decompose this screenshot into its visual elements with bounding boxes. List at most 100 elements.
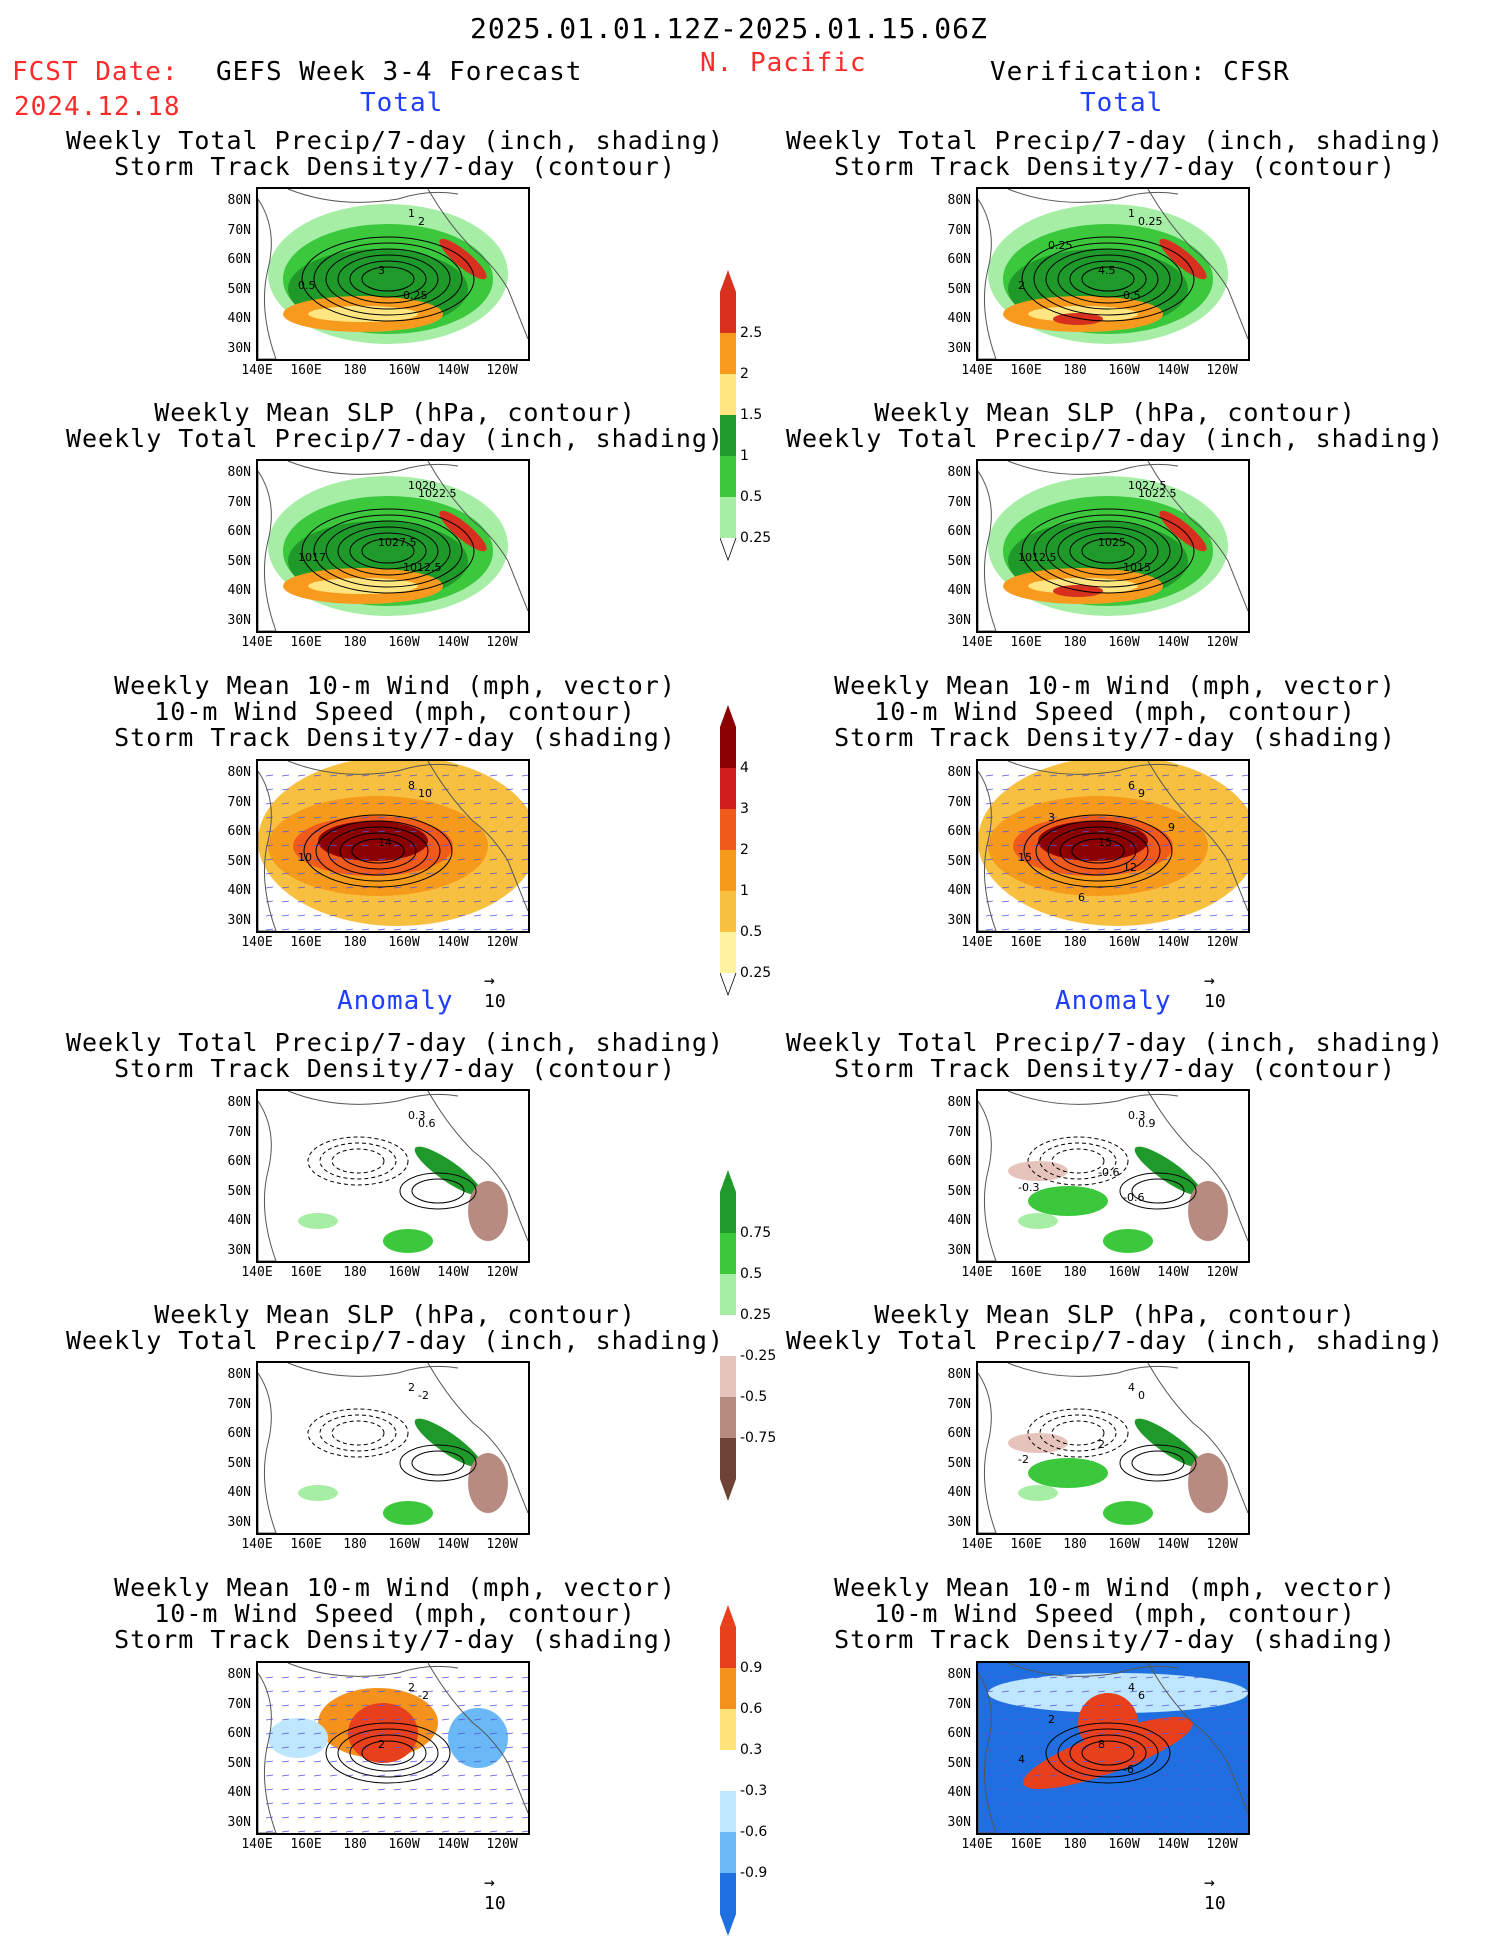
wind-vector — [1177, 1830, 1186, 1833]
wind-vector — [377, 1732, 386, 1735]
wind-vector — [425, 1802, 434, 1805]
section-total-left: Total — [360, 88, 444, 118]
wind-vector — [441, 1690, 450, 1693]
contour-label: 6 — [1138, 1689, 1145, 1702]
wind-vector — [1193, 1746, 1202, 1749]
wind-vector — [457, 1690, 466, 1693]
wind-vector — [1129, 1718, 1138, 1721]
wind-vector — [1177, 1718, 1186, 1721]
wind-vector — [1113, 886, 1122, 889]
wind-vector — [297, 1732, 306, 1735]
wind-vector — [1129, 1774, 1138, 1777]
wind-vector — [393, 1760, 402, 1763]
wind-vector — [457, 1718, 466, 1721]
wind-vector — [297, 1690, 306, 1693]
wind-vector — [281, 802, 290, 805]
wind-vector — [1017, 830, 1026, 833]
wind-vector — [1033, 900, 1042, 903]
wind-vector — [1065, 1816, 1074, 1819]
contour-line — [313, 514, 463, 588]
wind-vector — [1225, 872, 1234, 875]
lon-tick-label: 140E — [961, 1837, 993, 1852]
wind-vector — [1017, 1830, 1026, 1833]
lon-tick-label: 180 — [1063, 1537, 1087, 1552]
wind-vector — [377, 1676, 386, 1679]
wind-vector — [1033, 1746, 1042, 1749]
wind-vector — [1001, 1802, 1010, 1805]
wind-vector — [297, 1746, 306, 1749]
wind-vector — [1065, 1718, 1074, 1721]
wind-vector — [1209, 1816, 1218, 1819]
wind-vector — [1145, 1788, 1154, 1791]
anom-shade-dry-east — [1188, 1181, 1228, 1241]
wind-vector — [1225, 816, 1234, 819]
wind-vector — [521, 774, 528, 777]
wind-vector — [1081, 774, 1090, 777]
wind-vector — [1113, 1774, 1122, 1777]
wind-vector — [1049, 802, 1058, 805]
wind-vector — [1241, 1774, 1248, 1777]
wind-vector — [489, 872, 498, 875]
wind-vector — [1241, 858, 1248, 861]
colorbar-label: 2 — [740, 842, 749, 858]
wind-vector — [1161, 802, 1170, 805]
wind-vector — [345, 788, 354, 791]
wind-vector — [345, 914, 354, 917]
lon-tick-label: 160W — [1108, 1537, 1140, 1552]
wind-vector — [489, 1704, 498, 1707]
wind-vector — [329, 844, 338, 847]
wind-vector — [393, 1830, 402, 1833]
lon-tick-label: 160W — [1108, 1265, 1140, 1280]
section-anomaly-left: Anomaly — [337, 986, 454, 1016]
wind-vector — [281, 1760, 290, 1763]
wind-vector — [361, 816, 370, 819]
colorbar-label: 0.25 — [740, 530, 771, 546]
wind-vector — [1001, 1704, 1010, 1707]
coastline-arctic — [287, 1091, 459, 1105]
wind-vector — [473, 1788, 482, 1791]
wind-vector — [1001, 914, 1010, 917]
wind-vector — [425, 830, 434, 833]
lat-tick-label: 50N — [947, 1183, 971, 1199]
wind-vector — [457, 872, 466, 875]
wind-vector — [1113, 816, 1122, 819]
wind-vector — [473, 774, 482, 777]
wind-vector — [329, 928, 338, 931]
lat-tick-label: 70N — [227, 1696, 251, 1712]
wind-vector — [473, 928, 482, 931]
wind-vector — [345, 1760, 354, 1763]
vector-ref-ob-anom: → 10 — [1204, 1872, 1226, 1914]
wind-vector — [1241, 830, 1248, 833]
wind-vector — [297, 1704, 306, 1707]
lat-tick-label: 60N — [947, 1726, 971, 1741]
wind-vector — [1017, 1760, 1026, 1763]
wind-vector — [1033, 774, 1042, 777]
lon-tick-label: 140W — [1157, 935, 1189, 950]
anom-shade-wet-south — [1103, 1229, 1153, 1253]
wind-vector — [521, 1704, 528, 1707]
wind-vector — [297, 1718, 306, 1721]
coastline-north-america — [427, 1363, 528, 1514]
contour-label: 6 — [1078, 891, 1085, 904]
contour-label: 3 — [378, 264, 385, 277]
wind-vector — [473, 1816, 482, 1819]
coastline-north-america — [1147, 189, 1248, 340]
wind-vector — [1113, 1718, 1122, 1721]
colorbar-label: -0.75 — [740, 1430, 776, 1446]
wind-vector — [1001, 802, 1010, 805]
lon-tick-label: 120W — [486, 935, 518, 950]
lat-tick-label: 70N — [947, 1124, 971, 1140]
wind-vector — [1097, 1704, 1106, 1707]
vector-ref-ob-total: → 10 — [1204, 970, 1226, 1012]
wind-vector — [1193, 816, 1202, 819]
wind-vector — [329, 900, 338, 903]
wind-vector — [265, 914, 274, 917]
wind-vector — [505, 1788, 514, 1791]
wind-vector — [1241, 844, 1248, 847]
wind-vector — [521, 1802, 528, 1805]
wind-vector — [409, 1788, 418, 1791]
coastline-north-america — [1147, 1663, 1248, 1814]
wind-vector — [1241, 1690, 1248, 1693]
lat-tick-label: 80N — [227, 465, 251, 480]
wind-vector — [1209, 1774, 1218, 1777]
